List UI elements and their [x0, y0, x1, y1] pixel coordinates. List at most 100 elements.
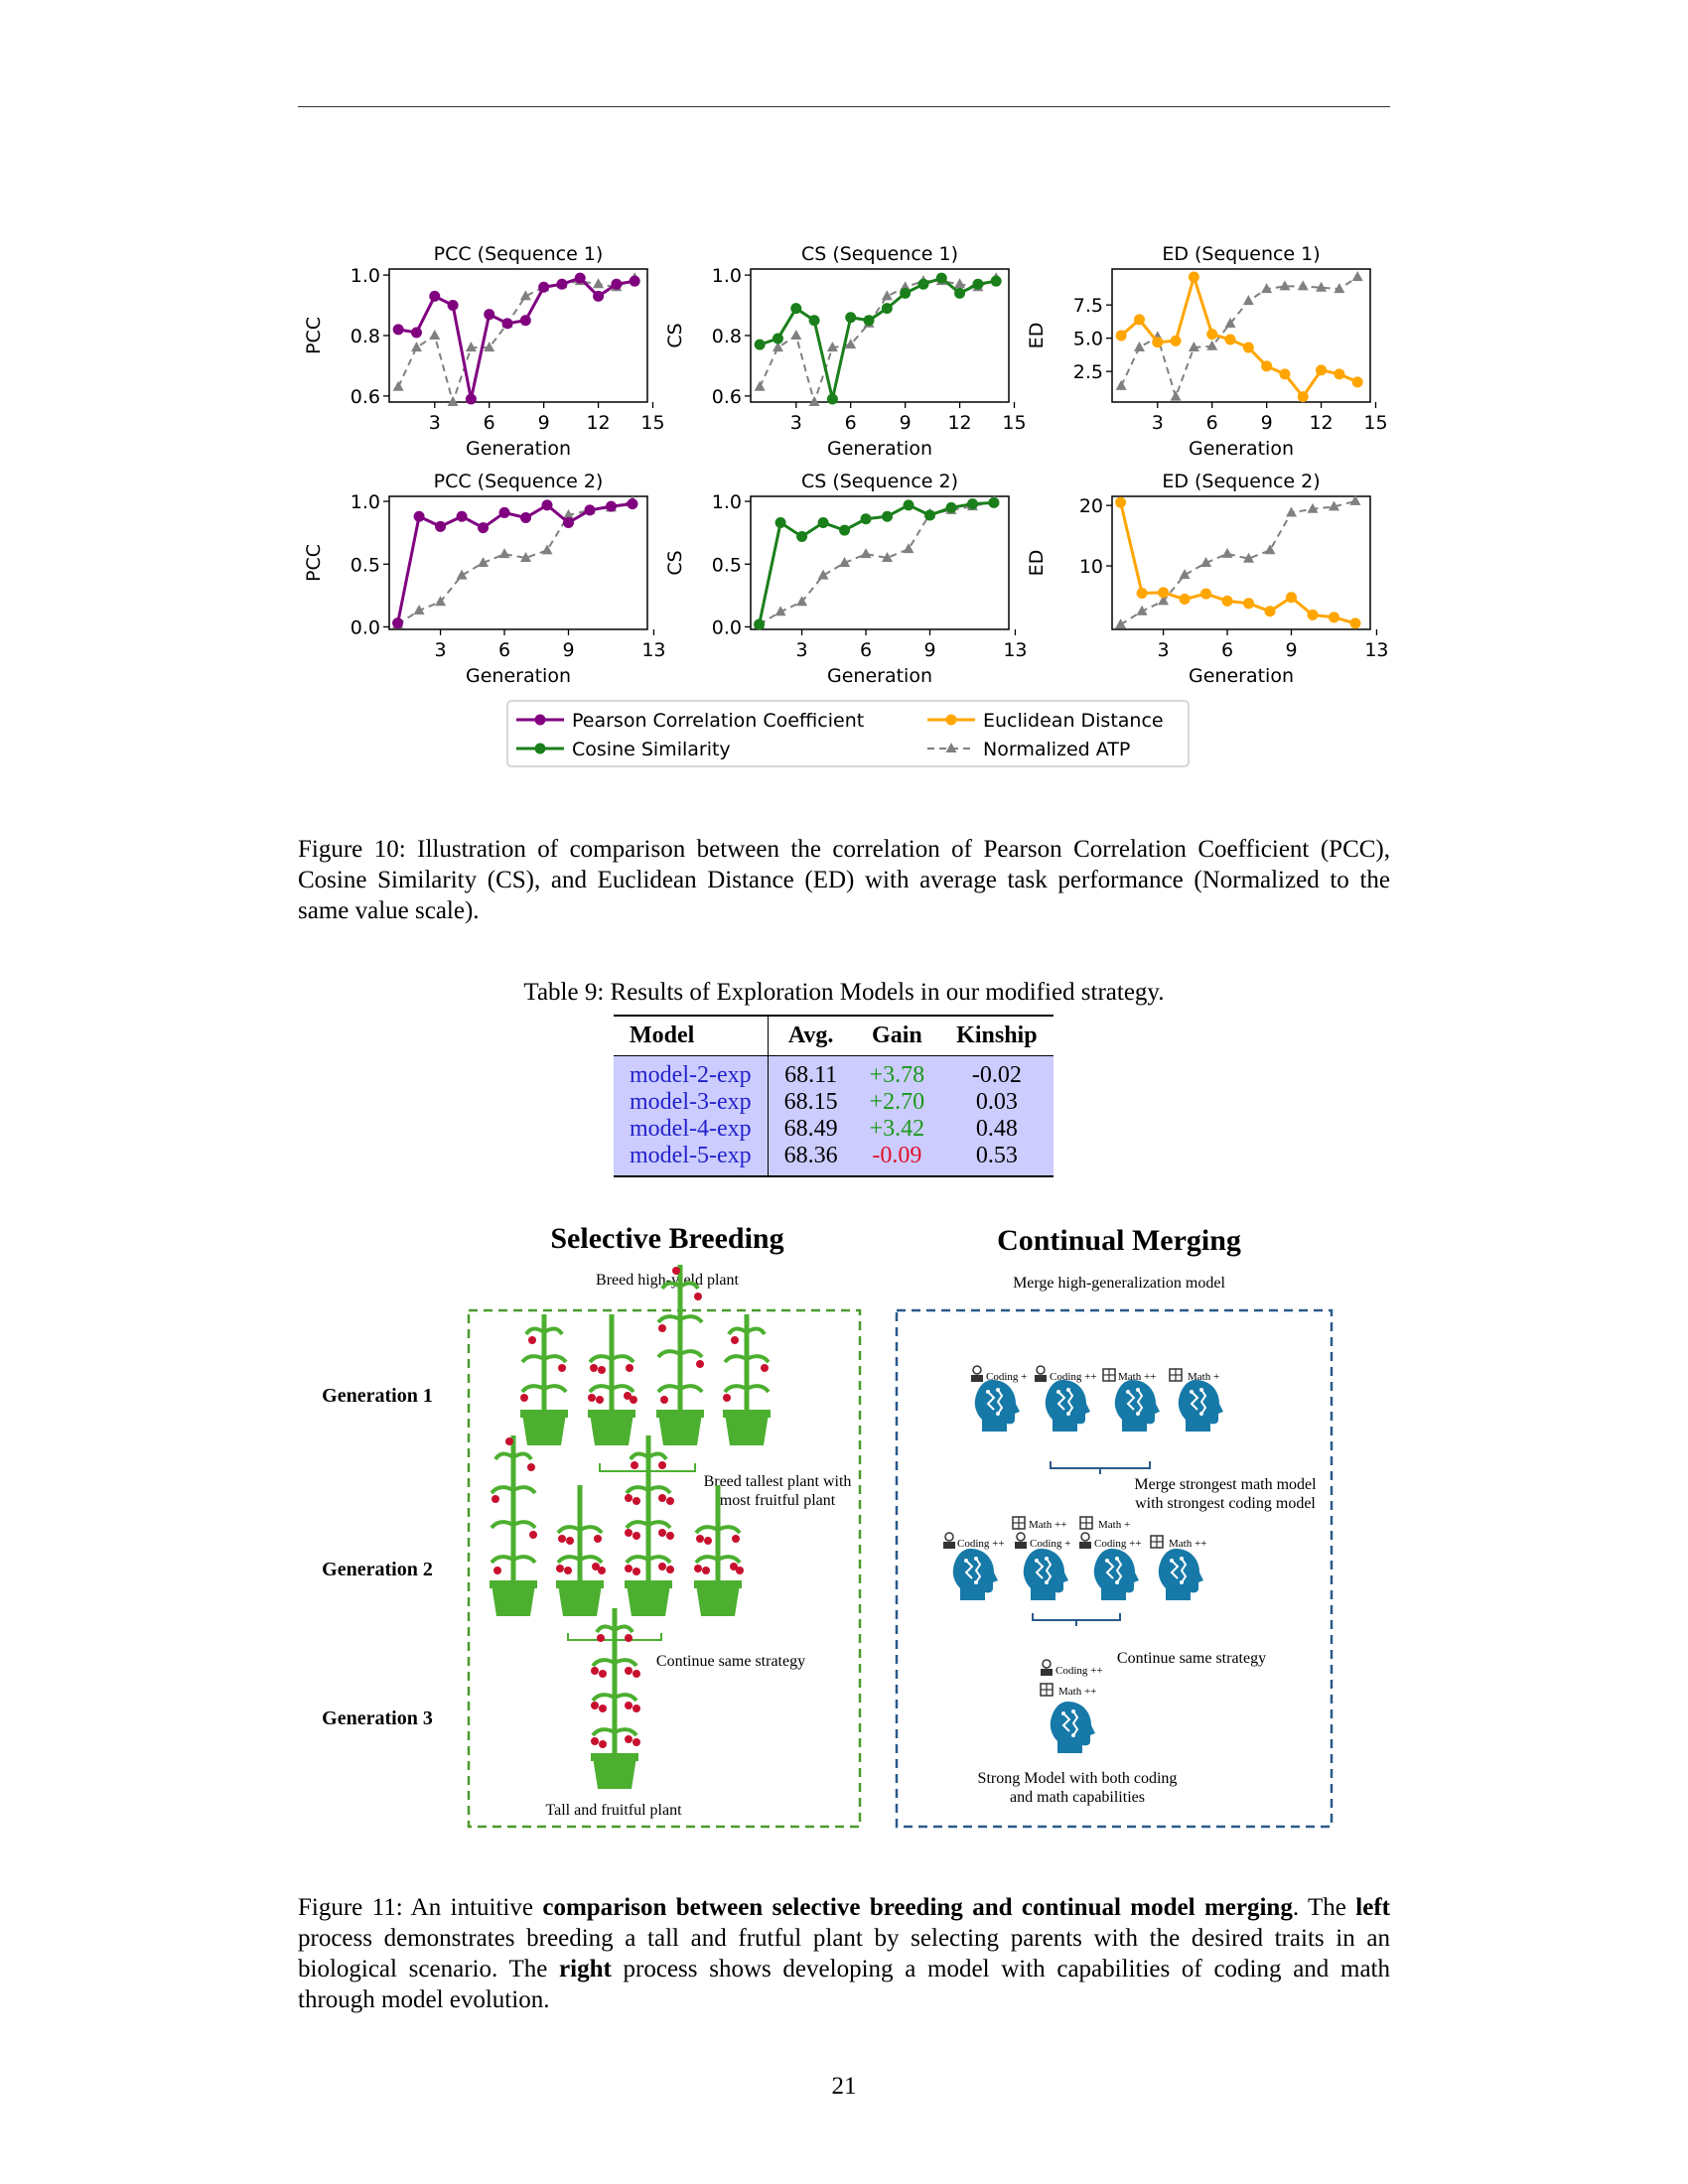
atp-point [1351, 271, 1363, 282]
metric-point [501, 318, 513, 330]
metric-point [845, 312, 857, 324]
model-head-icon [1049, 1701, 1096, 1754]
table-9: Model Avg. Gain Kinship model-2-exp 68.1… [614, 1015, 1054, 1177]
atp-point [1179, 569, 1191, 580]
cell-kinship: 0.53 [940, 1143, 1054, 1177]
atp-point [478, 557, 490, 567]
x-tick-label: 6 [498, 639, 510, 661]
x-tick-label: 15 [640, 412, 664, 434]
metric-point [1349, 617, 1361, 629]
metric-point [1279, 368, 1291, 380]
metric-point [593, 290, 605, 302]
atp-point [1115, 618, 1127, 629]
model-label: Math + [1098, 1519, 1130, 1531]
y-tick-label: 0.6 [351, 386, 380, 408]
x-tick-label: 13 [1364, 639, 1388, 661]
x-axis-label: Generation [1189, 665, 1294, 687]
atp-point [1243, 552, 1255, 563]
metric-point [774, 517, 786, 529]
x-axis-label: Generation [1189, 438, 1294, 460]
caption-bold: left [1355, 1894, 1390, 1921]
metric-point [1179, 594, 1191, 606]
atp-point [593, 278, 605, 289]
bracket-icon [1050, 1461, 1151, 1474]
metric-point [478, 522, 490, 534]
atp-point [456, 569, 468, 580]
metric-point [1133, 314, 1145, 326]
metric-point [935, 272, 947, 284]
atp-point [1328, 500, 1339, 511]
plant-icon [588, 1314, 637, 1445]
atp-point [541, 544, 553, 555]
metric-point [498, 506, 510, 518]
y-axis-label: ED [1026, 550, 1048, 577]
metric-point [556, 278, 568, 290]
caption-text: process demonstrates breeding a tall and… [298, 1925, 1390, 1982]
metric-point [562, 517, 574, 529]
atp-point [413, 605, 425, 615]
metric-point [839, 524, 851, 536]
model-label: Math ++ [1058, 1686, 1096, 1698]
atp-point [1279, 280, 1291, 291]
atp-point [447, 396, 459, 406]
left-title: Selective Breeding [550, 1222, 783, 1255]
metric-point [772, 333, 783, 344]
metric-point [1261, 360, 1273, 372]
atp-point [562, 508, 574, 519]
legend-swatch-marker [534, 714, 546, 726]
x-tick-label: 6 [845, 412, 857, 434]
x-tick-label: 12 [947, 412, 971, 434]
right-box [895, 1308, 1334, 1829]
x-tick-label: 9 [1261, 412, 1273, 434]
model-label: Math ++ [1029, 1519, 1066, 1531]
atp-point [392, 380, 404, 391]
plant-icon [625, 1435, 674, 1616]
figure-11-caption: Figure 11: An intuitive comparison betwe… [298, 1892, 1390, 2015]
model-head-icon [1157, 1548, 1204, 1601]
x-tick-label: 6 [484, 412, 495, 434]
x-tick-label: 3 [1152, 412, 1164, 434]
math-icon [1169, 1368, 1183, 1382]
col-kinship-header: Kinship [940, 1015, 1054, 1056]
right-note-2: Continue same strategy [1117, 1650, 1266, 1667]
metric-point [863, 315, 875, 327]
y-tick-label: 0.0 [712, 616, 742, 638]
cell-model: model-3-exp [614, 1089, 769, 1116]
x-tick-label: 15 [1002, 412, 1026, 434]
coder-icon [970, 1365, 984, 1383]
metric-point [1221, 595, 1233, 607]
generation-1-label: Generation 1 [322, 1385, 433, 1407]
metric-point [1152, 337, 1164, 348]
atp-point [1264, 544, 1276, 555]
x-tick-label: 9 [562, 639, 574, 661]
atp-point [882, 551, 894, 562]
cell-model: model-4-exp [614, 1116, 769, 1143]
chart-title: ED (Sequence 1) [1162, 243, 1320, 265]
chart-panel: PCC (Sequence 1) Generation PCC 3 6 9 12 15 0.6 0… [303, 243, 665, 460]
chart-panel: PCC (Sequence 2) Generation PCC 3 6 9 13 0.0 0.5… [303, 471, 666, 687]
atp-point [1136, 605, 1148, 615]
table-row: model-2-exp 68.11 +3.78 -0.02 [614, 1055, 1054, 1089]
metric-point [826, 393, 838, 405]
model-label: Coding + [986, 1371, 1027, 1383]
header-rule [298, 106, 1390, 107]
y-axis-label: PCC [303, 544, 325, 582]
atp-point [808, 396, 820, 406]
model-head-icon [973, 1379, 1021, 1433]
y-tick-label: 2.5 [1073, 361, 1103, 383]
atp-point [498, 548, 510, 559]
cell-gain: +3.78 [853, 1055, 941, 1089]
x-axis-label: Generation [466, 665, 571, 687]
cell-avg: 68.11 [768, 1055, 854, 1089]
y-tick-label: 1.0 [351, 265, 380, 287]
metric-point [1316, 364, 1328, 376]
model-label: Math + [1188, 1371, 1219, 1383]
atp-series-line [759, 500, 995, 625]
metric-point [1200, 588, 1212, 600]
model-head-icon [1177, 1379, 1224, 1433]
metric-point [1328, 612, 1339, 623]
metric-point [1264, 606, 1276, 617]
model-head-icon [1022, 1548, 1069, 1601]
metric-point [1285, 592, 1297, 604]
chart-legend: Pearson Correlation Coefficient Euclidean… [506, 700, 1190, 767]
